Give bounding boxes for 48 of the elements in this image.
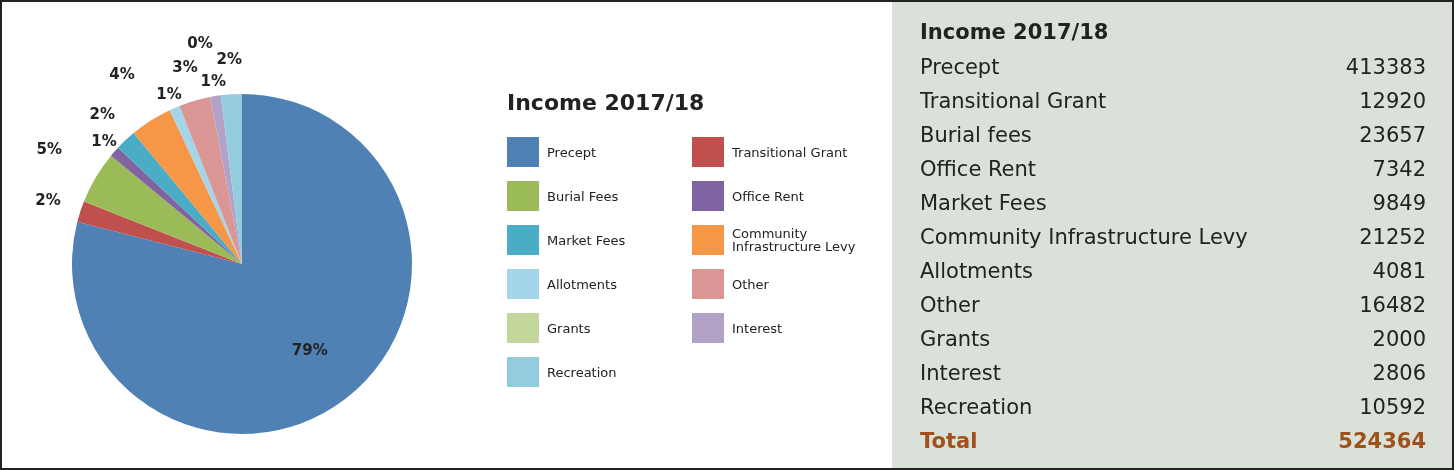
- data-label: 1%: [156, 85, 182, 104]
- legend-label: Other: [732, 276, 769, 292]
- data-label: 2806: [1372, 361, 1426, 385]
- category-label: Precept: [920, 55, 1000, 79]
- data-label: 2%: [35, 190, 61, 209]
- data-label: 21252: [1359, 225, 1426, 249]
- data-label: 2%: [216, 50, 242, 69]
- category-label: Allotments: [920, 259, 1033, 283]
- legend-title: Income 2017/18: [507, 90, 706, 115]
- legend-label: Recreation: [547, 364, 617, 380]
- category-label: Office Rent: [920, 157, 1037, 181]
- data-label: 16482: [1359, 293, 1426, 317]
- data-label: 1%: [200, 72, 226, 91]
- category-label: Grants: [920, 327, 991, 351]
- legend-label: Transitional Grant: [732, 144, 848, 160]
- category-label: Recreation: [920, 395, 1033, 419]
- text: Total: [920, 429, 978, 453]
- data-label: 2%: [89, 105, 116, 124]
- data-label: 12920: [1359, 89, 1426, 113]
- data-label: 2000: [1372, 327, 1426, 351]
- data-label: 23657: [1359, 123, 1426, 147]
- data-label: 9849: [1372, 191, 1426, 215]
- data-label: 1%: [91, 132, 117, 151]
- data-label: 413383: [1345, 55, 1426, 79]
- category-label: Transitional Grant: [920, 89, 1107, 113]
- category-label: Interest: [920, 361, 1001, 385]
- legend-label: Office Rent: [732, 188, 804, 204]
- category-label: Community Infrastructure Levy: [920, 225, 1248, 249]
- category-label: Burial fees: [920, 123, 1032, 147]
- data-label: 79%: [291, 341, 328, 360]
- data-label: 10592: [1359, 395, 1426, 419]
- text: 524364: [1338, 429, 1426, 453]
- data-label: 5%: [36, 139, 62, 158]
- legend-label: Grants: [547, 320, 591, 336]
- legend-label: Community Infrastructure Levy: [732, 226, 857, 254]
- legend-label: Interest: [732, 320, 783, 336]
- category-label: Market Fees: [920, 191, 1047, 215]
- data-label: 3%: [172, 57, 198, 76]
- legend-label: Burial Fees: [547, 188, 619, 204]
- legend-label: Precept: [547, 144, 597, 160]
- legend-label: Market Fees: [547, 232, 626, 248]
- legend-label: Allotments: [547, 276, 617, 292]
- text: 0%: [187, 33, 213, 52]
- category-label: Other: [920, 293, 980, 317]
- data-label: 4%: [109, 64, 135, 83]
- data-label: 4081: [1372, 259, 1426, 283]
- text: Income 2017/18: [920, 20, 1110, 44]
- data-label: 7342: [1372, 157, 1426, 181]
